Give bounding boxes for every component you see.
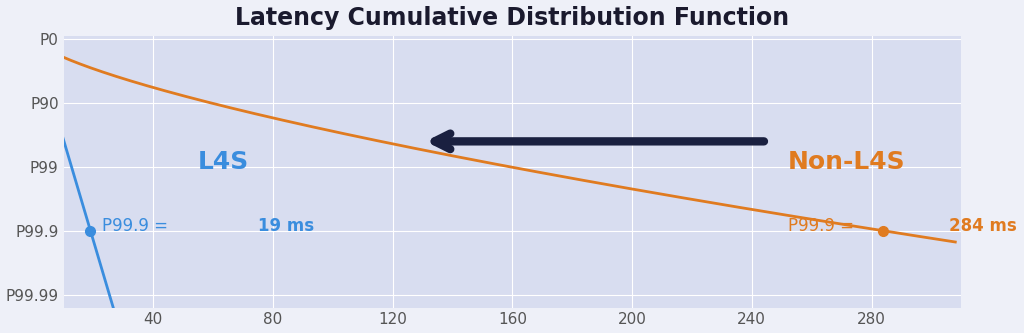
Text: L4S: L4S [199,150,250,174]
FancyArrowPatch shape [435,134,764,149]
Text: Non-L4S: Non-L4S [787,150,905,174]
Text: P99.9 =: P99.9 = [787,217,859,235]
Title: Latency Cumulative Distribution Function: Latency Cumulative Distribution Function [236,6,790,30]
Text: 19 ms: 19 ms [258,217,314,235]
Text: 284 ms: 284 ms [949,217,1017,235]
Text: P99.9 =: P99.9 = [102,217,174,235]
